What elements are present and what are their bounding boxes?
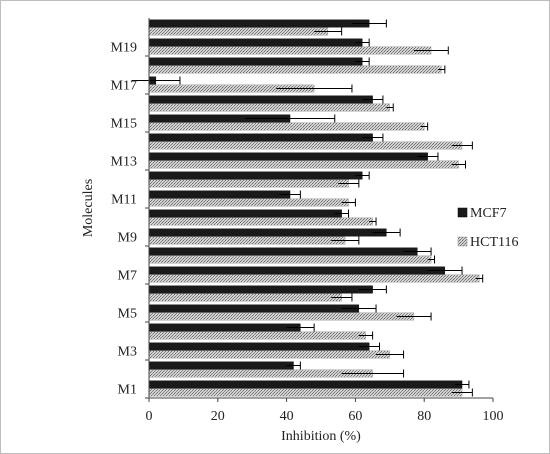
bar-m7-mcf7 <box>148 266 446 275</box>
x-tick-label-60: 60 <box>348 409 362 424</box>
y-tick-label-m17: M17 <box>111 79 137 94</box>
bar-m9-mcf7 <box>148 228 387 237</box>
x-axis-title: Inhibition (%) <box>281 429 361 444</box>
bar-m1-hct116 <box>148 388 463 397</box>
legend-swatch-mcf7 <box>457 207 468 218</box>
bars-layer <box>131 19 484 397</box>
bar-m16-hct116 <box>148 103 391 112</box>
bar-m13-mcf7 <box>148 152 428 161</box>
x-tick-label-40: 40 <box>280 409 294 424</box>
bar-m20-mcf7 <box>148 19 370 28</box>
legend-swatch-hct116 <box>457 236 468 247</box>
bar-m5-mcf7 <box>148 304 360 313</box>
bar-m7-hct116 <box>148 274 480 283</box>
bar-m14-mcf7 <box>148 133 373 142</box>
y-tick-label-m13: M13 <box>111 155 137 170</box>
y-tick-label-m9: M9 <box>118 231 137 246</box>
y-axis-title: Molecules <box>81 179 96 237</box>
x-tick-label-20: 20 <box>211 409 225 424</box>
bar-m9-hct116 <box>148 236 346 245</box>
y-tick-label-m11: M11 <box>111 193 137 208</box>
bar-m16-mcf7 <box>148 95 373 104</box>
bar-m6-mcf7 <box>148 285 373 294</box>
bar-m4-mcf7 <box>148 323 301 332</box>
ticks-layer: 0 20 40 60 80 100 M1 M3 M5 M7 M9 M11 M13 M15 M17 M19 <box>111 41 504 425</box>
x-tick-label-100: 100 <box>483 409 504 424</box>
y-tick-label-m19: M19 <box>111 41 137 56</box>
bar-m2-hct116 <box>148 369 373 378</box>
x-tick-label-0: 0 <box>146 409 153 424</box>
legend: MCF7 HCT116 <box>457 206 518 250</box>
y-tick-label-m15: M15 <box>111 117 137 132</box>
bar-m18-mcf7 <box>148 57 363 66</box>
bar-m5-hct116 <box>148 312 415 321</box>
bar-m12-hct116 <box>148 179 349 188</box>
bar-m3-mcf7 <box>148 342 370 351</box>
bar-m20-hct116 <box>148 27 329 36</box>
bar-m3-hct116 <box>148 350 391 359</box>
bar-m10-mcf7 <box>148 209 342 218</box>
y-tick-label-m7: M7 <box>118 269 137 284</box>
bar-m18-hct116 <box>148 65 442 74</box>
bar-m19-mcf7 <box>148 38 363 47</box>
bar-m2-mcf7 <box>148 361 294 370</box>
bar-m10-hct116 <box>148 217 373 226</box>
y-tick-label-m1: M1 <box>118 383 137 398</box>
axes-layer <box>148 18 493 399</box>
bar-m8-hct116 <box>148 255 432 264</box>
bar-m19-hct116 <box>148 46 432 55</box>
legend-label-mcf7: MCF7 <box>470 206 507 221</box>
x-tick-label-80: 80 <box>417 409 431 424</box>
bar-m13-hct116 <box>148 160 459 169</box>
bar-m8-mcf7 <box>148 247 418 256</box>
bar-m4-hct116 <box>148 331 366 340</box>
bar-m12-mcf7 <box>148 171 363 180</box>
bar-m15-hct116 <box>148 122 425 131</box>
bar-m14-hct116 <box>148 141 463 150</box>
legend-label-hct116: HCT116 <box>470 235 518 250</box>
y-tick-label-m5: M5 <box>118 307 137 322</box>
bar-m11-hct116 <box>148 198 349 207</box>
bar-m11-mcf7 <box>148 190 291 199</box>
bar-m6-hct116 <box>148 293 342 302</box>
bar-m1-mcf7 <box>148 380 463 389</box>
y-tick-label-m3: M3 <box>118 345 137 360</box>
